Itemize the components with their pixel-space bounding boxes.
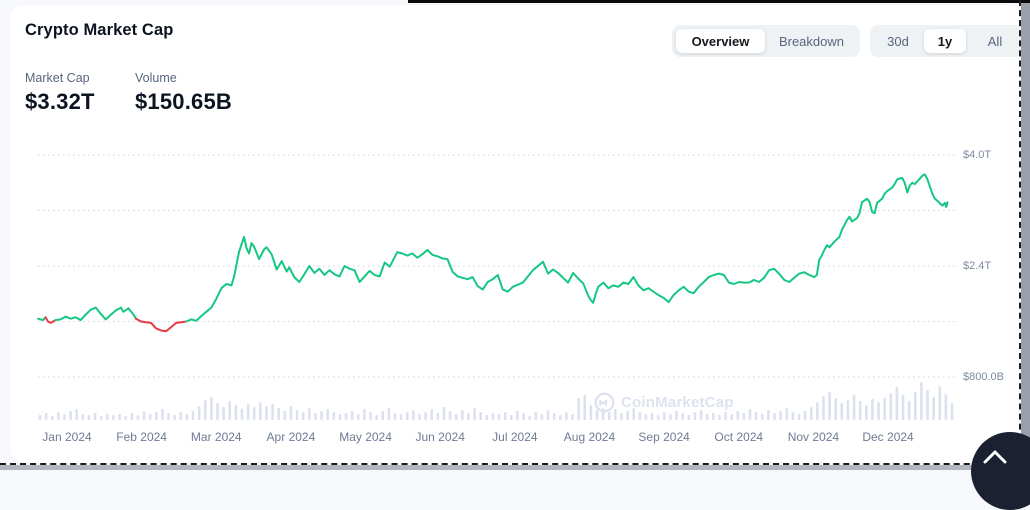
coinmarketcap-logo-icon bbox=[594, 392, 615, 413]
x-axis-label: Apr 2024 bbox=[266, 430, 316, 444]
range-tab-group: 30d 1y All bbox=[870, 25, 1030, 57]
y-axis-label: $4.0T bbox=[963, 149, 992, 161]
x-axis-label: Sep 2024 bbox=[638, 430, 690, 444]
x-axis-label: Oct 2024 bbox=[714, 430, 764, 444]
tab-range-1y[interactable]: 1y bbox=[924, 29, 966, 53]
y-axis-label: $800.0B bbox=[963, 371, 1004, 383]
selection-dash-bottom bbox=[0, 463, 1030, 465]
y-axis-label: $2.4T bbox=[963, 260, 992, 272]
tab-range-all[interactable]: All bbox=[987, 33, 1003, 49]
x-axis-label: Dec 2024 bbox=[862, 430, 914, 444]
x-axis-label: May 2024 bbox=[339, 430, 392, 444]
market-cap-card: Crypto Market Cap Overview Breakdown 30d… bbox=[10, 5, 1030, 463]
screen-edge-top bbox=[408, 0, 1030, 3]
view-tab-group: Overview Breakdown bbox=[672, 25, 860, 57]
x-axis-label: Jan 2024 bbox=[42, 430, 92, 444]
screen-edge-bottom bbox=[0, 465, 1030, 470]
tab-breakdown[interactable]: Breakdown bbox=[778, 33, 844, 49]
watermark-text: CoinMarketCap bbox=[621, 394, 734, 411]
x-axis-label: Nov 2024 bbox=[787, 430, 840, 444]
x-axis-label: Jun 2024 bbox=[415, 430, 465, 444]
volume-label: Volume bbox=[135, 71, 177, 85]
volume-value: $150.65B bbox=[135, 89, 233, 114]
page-title: Crypto Market Cap bbox=[25, 21, 174, 39]
tab-range-30d[interactable]: 30d bbox=[887, 33, 909, 49]
x-axis-label: Jul 2024 bbox=[492, 430, 538, 444]
x-axis-label: Aug 2024 bbox=[563, 430, 616, 444]
screen-edge-right bbox=[1021, 0, 1030, 470]
x-axis: Jan 2024 Feb 2024 Mar 2024 Apr 2024 May 2024… bbox=[0, 430, 1030, 446]
tab-overview[interactable]: Overview bbox=[676, 29, 765, 53]
chevron-up-icon bbox=[983, 450, 1007, 464]
coinmarketcap-watermark: CoinMarketCap bbox=[594, 392, 734, 413]
selection-dash-right bbox=[1019, 0, 1021, 470]
x-axis-label: Mar 2024 bbox=[190, 430, 242, 444]
market-cap-label: Market Cap bbox=[25, 71, 90, 85]
x-axis-label: Feb 2024 bbox=[116, 430, 167, 444]
market-cap-value: $3.32T bbox=[25, 89, 95, 114]
